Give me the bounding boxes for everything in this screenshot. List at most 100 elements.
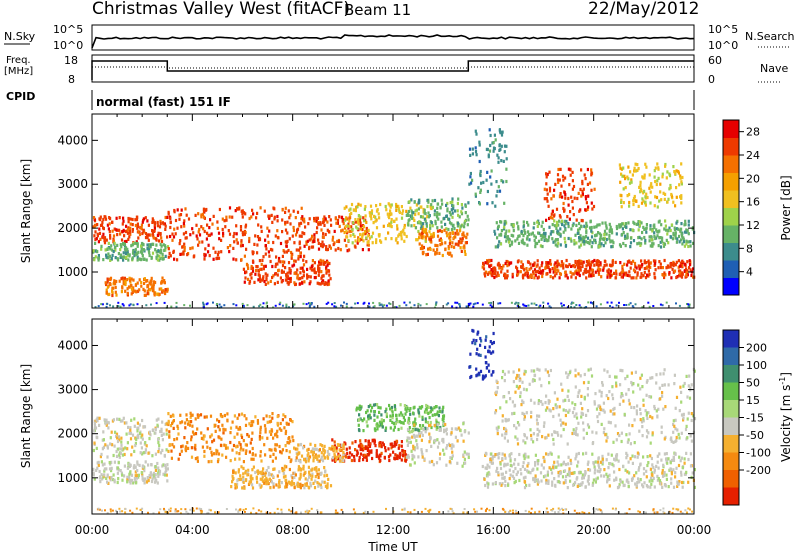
scatter-cell-13 (621, 174, 624, 178)
scatter-cell-0 (122, 416, 125, 420)
scatter-cell-3 (285, 241, 288, 245)
scatter-cell-2 (184, 445, 187, 449)
scatter-cell-6 (357, 214, 360, 218)
scatter-cell-6 (378, 424, 381, 428)
scatter-cell-10 (525, 237, 529, 241)
scatter-cell-6 (435, 427, 438, 431)
scatter-cell-4 (255, 265, 258, 269)
scatter-cell-6 (364, 214, 367, 218)
scatter-cell-8 (693, 468, 696, 472)
scatter-cell-3 (217, 231, 221, 235)
scatter-cell-9 (643, 261, 646, 265)
scatter-cell-6 (370, 235, 373, 239)
scatter-cell-9 (593, 258, 596, 263)
scatter-cell-2 (274, 448, 277, 452)
scatter-cell-3 (264, 244, 267, 248)
scatter-cell-10 (600, 233, 603, 237)
scatter-cell-8 (491, 482, 494, 486)
scatter-cell-6 (400, 237, 403, 241)
scatter-cell-0 (111, 443, 114, 447)
scatter-cell-3 (300, 234, 303, 238)
scatter-cell-10 (504, 232, 507, 236)
scatter-cell-4 (321, 281, 324, 285)
scatter-cell-7 (454, 209, 457, 213)
scatter-cell-8 (502, 476, 505, 480)
scatter-cell-3 (232, 234, 235, 239)
scatter-cell-13 (681, 175, 684, 180)
scatter-cell-12 (548, 186, 552, 190)
scatter-cell-2 (106, 277, 109, 281)
scatter-cell-10 (629, 236, 633, 240)
scatter-cell-6 (347, 239, 350, 243)
scatter-cell-6 (361, 235, 364, 239)
scatter-cell-8 (628, 471, 631, 475)
scatter-cell-8 (608, 477, 611, 481)
scatter-cell-8 (575, 454, 578, 458)
scatter-cell-4 (247, 266, 250, 270)
scatter-cell-8 (681, 466, 684, 470)
scatter-cell-9 (585, 260, 588, 264)
scatter-cell-3 (241, 486, 244, 490)
scatter-cell-8 (508, 468, 511, 472)
scatter-cell-1 (138, 463, 141, 467)
scatter-cell-7 (438, 428, 441, 432)
scatter-cell-6 (356, 227, 359, 231)
scatter-cell-3 (265, 482, 268, 486)
scatter-cell-8 (570, 461, 573, 466)
scatter-cell-5 (337, 239, 341, 244)
scatter-cell-12 (586, 207, 589, 211)
scatter-cell-2 (245, 417, 248, 421)
scatter-cell-3 (257, 223, 260, 227)
scatter-cell-7 (467, 455, 470, 459)
scatter-cell-8 (606, 478, 609, 482)
scatter-cell-3 (214, 250, 217, 254)
scatter-cell-10 (651, 229, 654, 233)
scatter-cell-8 (509, 457, 512, 461)
scatter-cell-0 (136, 226, 139, 230)
scatter-cell-0 (122, 219, 125, 223)
scatter-cell-9 (686, 273, 689, 277)
scatter-cell-10 (667, 241, 670, 245)
scatter-cell-1 (151, 242, 154, 246)
scatter-cell-8 (484, 483, 487, 488)
scatter-cell-3 (308, 472, 311, 476)
scatter-cell-13 (631, 173, 634, 177)
scatter-cell-6 (426, 204, 429, 209)
scatter-cell-8 (567, 462, 570, 466)
scatter-cell-5 (315, 219, 318, 223)
scatter-cell-4 (259, 267, 262, 271)
scatter-cell-3 (298, 234, 301, 238)
scatter-cell-1 (164, 254, 167, 258)
scatter-cell-2 (201, 445, 204, 449)
scatter-cell-10 (664, 219, 667, 223)
scatter-cell-0 (129, 437, 133, 441)
scatter-cell-9 (636, 271, 639, 275)
scatter-cell-12 (548, 189, 552, 193)
scatter-cell-6 (400, 421, 403, 425)
scatter-cell-6 (363, 417, 366, 421)
scatter-cell-10 (615, 224, 618, 229)
scatter-cell-2 (209, 446, 212, 451)
scatter-cell-4 (258, 274, 261, 278)
scatter-cell-3 (265, 247, 268, 251)
scatter-cell-8 (547, 481, 550, 485)
scatter-cell-2 (176, 424, 179, 428)
ground-scatter-cell (561, 305, 563, 308)
scatter-cell-2 (259, 454, 262, 458)
scatter-cell-11 (492, 146, 496, 150)
scatter-cell-3 (217, 250, 220, 254)
scatter-cell-3 (293, 486, 296, 490)
scatter-cell-3 (297, 248, 300, 252)
scatter-cell-2 (211, 440, 214, 444)
freq-tick-left-low: 8 (68, 73, 75, 86)
scatter-cell-5 (319, 222, 322, 226)
ground-scatter-cell (591, 302, 594, 304)
scatter-cell-6 (375, 226, 379, 230)
scatter-cell-8 (527, 470, 530, 474)
scatter-cell-8 (650, 473, 653, 477)
scatter-cell-13 (654, 179, 657, 184)
scatter-cell-10 (659, 236, 662, 240)
scatter-cell-1 (110, 466, 113, 470)
scatter-cell-6 (371, 231, 375, 235)
scatter-cell-4 (323, 282, 326, 286)
